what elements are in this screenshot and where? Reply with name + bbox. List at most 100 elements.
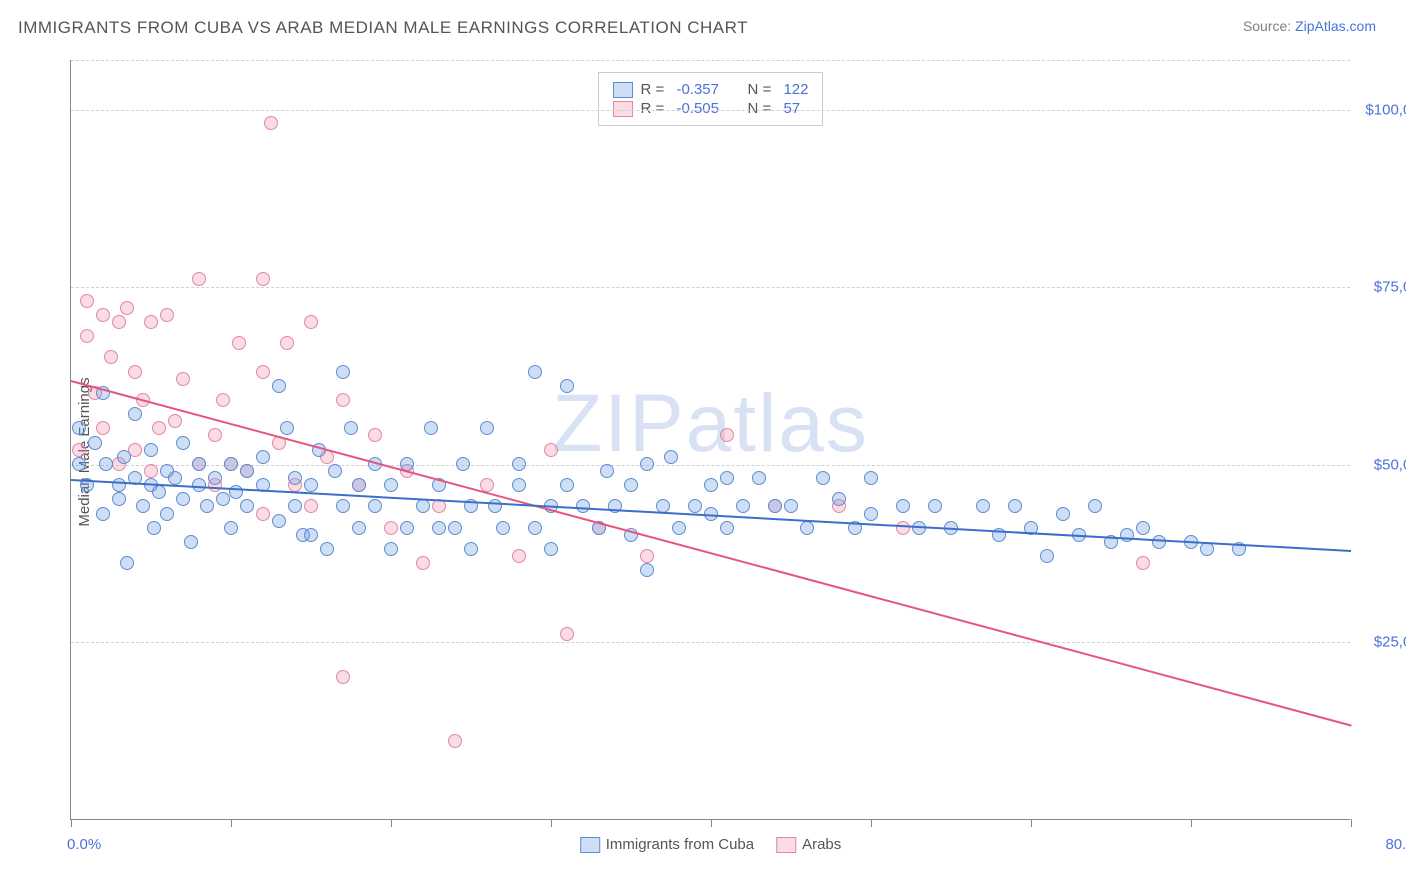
data-point [352,521,366,535]
data-point [424,421,438,435]
data-point [456,457,470,471]
stats-legend: R = -0.357 N = 122 R = -0.505 N = 57 [598,72,824,126]
data-point [240,464,254,478]
data-point [96,308,110,322]
data-point [128,365,142,379]
data-point [560,478,574,492]
data-point [96,421,110,435]
data-point [80,329,94,343]
x-axis-max-label: 80.0% [1385,836,1406,853]
data-point [1152,535,1166,549]
data-point [192,272,206,286]
data-point [864,507,878,521]
data-point [176,372,190,386]
data-point [224,457,238,471]
r-label: R = [641,81,669,98]
data-point [544,542,558,556]
stats-row-1: R = -0.357 N = 122 [613,81,809,98]
x-tick [1351,819,1352,827]
data-point [384,542,398,556]
y-tick-label: $100,000 [1365,101,1406,118]
data-point [176,436,190,450]
stats-row-2: R = -0.505 N = 57 [613,100,809,117]
watermark: ZIPatlas [552,377,869,471]
x-tick [711,819,712,827]
data-point [832,492,846,506]
data-point [80,294,94,308]
data-point [208,471,222,485]
data-point [368,499,382,513]
data-point [1008,499,1022,513]
data-point [336,670,350,684]
r-label: R = [641,100,669,117]
data-point [1136,556,1150,570]
data-point [336,393,350,407]
legend-label-1: Immigrants from Cuba [606,836,754,853]
data-point [416,499,430,513]
data-point [560,627,574,641]
data-point [256,450,270,464]
data-point [512,549,526,563]
chart-title: IMMIGRANTS FROM CUBA VS ARAB MEDIAN MALE… [18,18,748,38]
data-point [736,499,750,513]
bottom-legend: Immigrants from Cuba Arabs [580,836,842,853]
data-point [1088,499,1102,513]
source-label: Source: [1243,18,1295,34]
data-point [704,478,718,492]
data-point [720,428,734,442]
data-point [288,471,302,485]
swatch-series-2 [613,101,633,117]
data-point [624,478,638,492]
data-point [640,563,654,577]
data-point [147,521,161,535]
data-point [688,499,702,513]
r-value-1: -0.357 [676,81,719,98]
data-point [224,521,238,535]
x-axis-min-label: 0.0% [67,836,101,853]
data-point [144,464,158,478]
data-point [200,499,214,513]
x-tick [1191,819,1192,827]
data-point [144,315,158,329]
data-point [664,450,678,464]
data-point [288,499,302,513]
data-point [976,499,990,513]
data-point [72,457,86,471]
data-point [368,428,382,442]
data-point [232,336,246,350]
data-point [256,365,270,379]
gridline [71,60,1350,61]
data-point [208,428,222,442]
data-point [672,521,686,535]
data-point [184,535,198,549]
data-point [896,499,910,513]
data-point [160,507,174,521]
data-point [72,443,86,457]
data-point [256,507,270,521]
data-point [448,734,462,748]
n-value-2: 57 [783,100,800,117]
data-point [384,521,398,535]
data-point [112,492,126,506]
data-point [256,272,270,286]
data-point [280,336,294,350]
data-point [560,379,574,393]
x-tick [871,819,872,827]
data-point [544,443,558,457]
source-link[interactable]: ZipAtlas.com [1295,18,1376,34]
data-point [272,379,286,393]
data-point [152,421,166,435]
data-point [864,471,878,485]
data-point [816,471,830,485]
x-tick [391,819,392,827]
data-point [1056,507,1070,521]
data-point [192,457,206,471]
data-point [512,478,526,492]
data-point [928,499,942,513]
data-point [720,521,734,535]
data-point [1136,521,1150,535]
data-point [528,521,542,535]
y-tick-label: $25,000 [1374,634,1406,651]
gridline [71,465,1350,466]
gridline [71,287,1350,288]
